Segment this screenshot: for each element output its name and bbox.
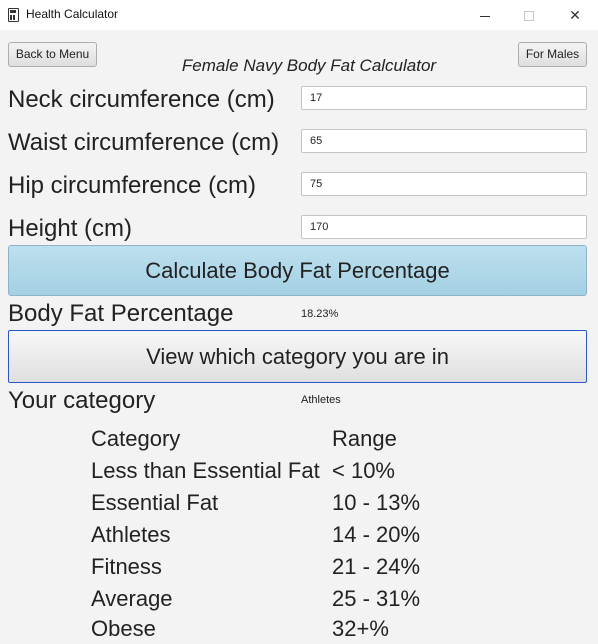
waist-label: Waist circumference (cm) [8, 129, 280, 156]
table-row-category: Average [91, 586, 173, 611]
hip-label: Hip circumference (cm) [8, 172, 257, 199]
table-row-range: 14 - 20% [332, 522, 421, 547]
table-header-category: Category [91, 426, 181, 451]
body-fat-label: Body Fat Percentage [8, 300, 234, 327]
waist-input[interactable]: 65 [301, 129, 587, 153]
calculator-icon [8, 8, 19, 22]
back-to-menu-button[interactable]: Back to Menu [8, 42, 97, 67]
table-row-range: < 10% [332, 458, 395, 483]
body-fat-value: 18.23% [301, 308, 339, 320]
calculate-button[interactable]: Calculate Body Fat Percentage [8, 245, 587, 296]
maximize-button[interactable] [506, 0, 552, 30]
minimize-icon [480, 15, 490, 17]
hip-input[interactable]: 75 [301, 172, 587, 196]
maximize-icon [524, 11, 534, 22]
table-row-range: 25 - 31% [332, 586, 421, 611]
minimize-button[interactable] [462, 0, 508, 30]
your-category-label: Your category [8, 387, 156, 414]
neck-label: Neck circumference (cm) [8, 86, 275, 113]
window-title: Health Calculator [26, 7, 119, 21]
table-row-category: Athletes [91, 522, 171, 547]
view-category-button[interactable]: View which category you are in [8, 330, 587, 383]
height-label: Height (cm) [8, 215, 133, 242]
neck-input[interactable]: 17 [301, 86, 587, 110]
category-value: Athletes [301, 394, 341, 406]
height-input[interactable]: 170 [301, 215, 587, 239]
table-row-range: 21 - 24% [332, 554, 421, 579]
table-header-range: Range [332, 426, 397, 451]
table-row-category: Obese [91, 616, 156, 641]
table-row-range: 32+% [332, 616, 389, 641]
close-icon: ✕ [569, 7, 581, 23]
title-bar: Health Calculator ✕ [0, 0, 598, 30]
table-row-range: 10 - 13% [332, 490, 421, 515]
table-row-category: Fitness [91, 554, 162, 579]
for-males-button[interactable]: For Males [518, 42, 587, 67]
table-row-category: Essential Fat [91, 490, 219, 515]
close-button[interactable]: ✕ [552, 0, 598, 30]
table-row-category: Less than Essential Fat [91, 458, 320, 483]
page-title: Female Navy Body Fat Calculator [181, 56, 437, 75]
